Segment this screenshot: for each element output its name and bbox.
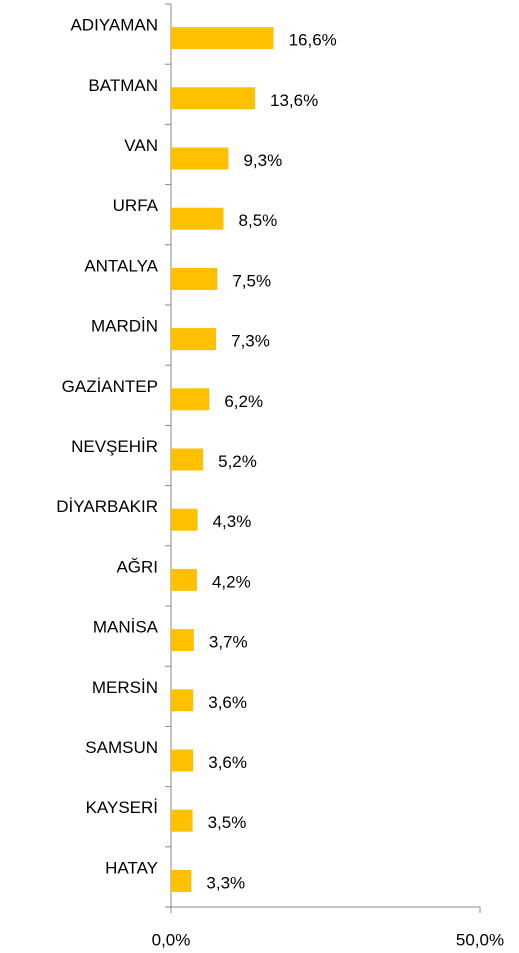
value-label: 3,6% [208,753,247,772]
value-label: 9,3% [243,151,282,170]
bar [171,207,224,230]
y-tick-label: ANTALYA [84,256,158,275]
bar [171,448,204,471]
y-tick-label: KAYSERİ [86,798,158,817]
bar [171,568,197,591]
bar [171,508,198,531]
y-tick-label: MANİSA [93,618,159,637]
y-tick-label: GAZİANTEP [62,377,158,396]
bar [171,689,194,712]
x-tick-label: 0,0% [152,930,191,949]
y-tick-label: BATMAN [88,76,158,95]
value-label: 4,2% [212,572,251,591]
bar [171,267,218,290]
value-label: 3,3% [206,873,245,892]
value-label: 5,2% [218,452,257,471]
y-tick-label: URFA [113,196,159,215]
y-tick-label: AĞRI [116,557,158,576]
y-tick-label: ADIYAMAN [70,16,158,35]
value-label: 16,6% [289,31,337,50]
value-label: 3,6% [208,693,247,712]
bar [171,328,217,351]
y-tick-label: DİYARBAKIR [56,497,158,516]
bar [171,629,194,652]
bar [171,87,256,110]
bar [171,147,229,170]
y-tick-label: MERSİN [92,678,158,697]
value-label: 8,5% [239,211,278,230]
value-label: 4,3% [213,512,252,531]
value-label: 13,6% [270,91,318,110]
value-label: 7,3% [231,332,270,351]
bar [171,869,192,892]
value-label: 3,7% [209,633,248,652]
value-label: 3,5% [208,813,247,832]
bar [171,749,194,772]
y-tick-label: HATAY [105,858,158,877]
x-tick-label: 50,0% [456,930,504,949]
y-tick-label: SAMSUN [85,738,158,757]
y-tick-label: VAN [124,136,158,155]
bar [171,388,210,411]
y-tick-label: MARDİN [91,317,158,336]
value-label: 6,2% [224,392,263,411]
y-tick-label: NEVŞEHİR [71,437,158,456]
bar [171,27,274,50]
value-label: 7,5% [232,271,271,290]
bar [171,809,193,832]
